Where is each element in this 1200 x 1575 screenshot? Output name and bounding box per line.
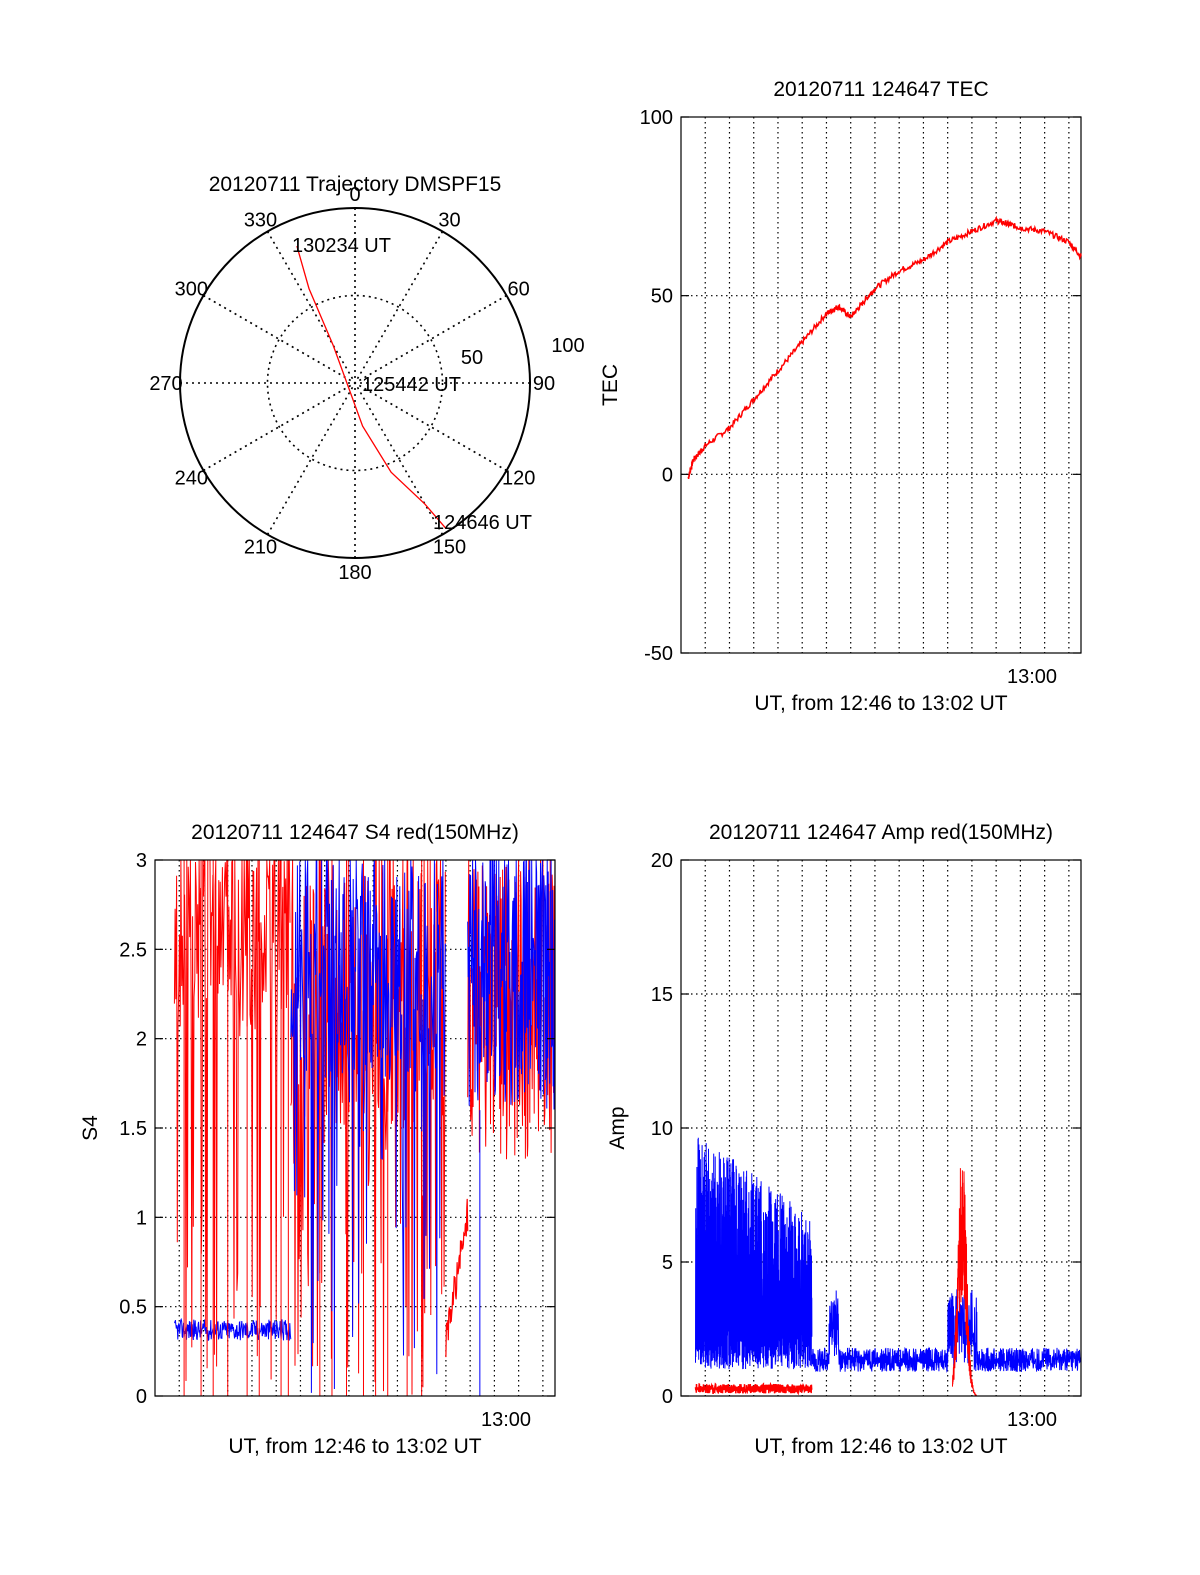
amp-red-low	[694, 1381, 813, 1396]
tec-title: 20120711 124647 TEC	[773, 78, 988, 101]
tec-x-tick-label: 13:00	[1007, 666, 1057, 688]
s4-ytick-label-3: 1.5	[119, 1118, 147, 1140]
amp-red-spike	[952, 1168, 977, 1397]
s4-y-ticks: 3 2.5 2 1.5 1 0.5 0	[119, 850, 555, 1408]
tec-ytick-label-0: 100	[640, 107, 673, 129]
tec-series-line	[687, 215, 1082, 480]
traj-mid-label: 125442 UT	[362, 374, 461, 396]
tec-frame	[680, 116, 1082, 654]
polar-angle-label-300: 300	[175, 279, 208, 301]
tec-y-ticks: 100 50 0 -50	[640, 107, 1081, 665]
amp-title: 20120711 124647 Amp red(150MHz)	[709, 821, 1053, 844]
tec-ytick-label-2: 0	[662, 464, 673, 486]
s4-red-dip	[445, 1198, 469, 1358]
traj-end-label: 130234 UT	[292, 235, 391, 257]
traj-start-label: 124646 UT	[433, 512, 532, 534]
amp-plot: 20120711 124647 Amp red(150MHz) 20 15 10 5 0…	[606, 821, 1082, 1458]
polar-radius-label-50: 50	[461, 347, 483, 369]
tec-grid	[681, 117, 1081, 653]
amp-ytick-label-1: 15	[651, 984, 673, 1006]
polar-title: 20120711 Trajectory DMSPF15	[209, 173, 502, 196]
tec-xlabel: UT, from 12:46 to 13:02 UT	[754, 692, 1007, 715]
amp-ytick-label-4: 0	[662, 1386, 673, 1408]
s4-ytick-label-6: 0	[136, 1386, 147, 1408]
amp-x-tick-label: 13:00	[1007, 1409, 1057, 1431]
amp-ytick-label-0: 20	[651, 850, 673, 872]
polar-angle-label-120: 120	[502, 468, 535, 490]
polar-angle-label-240: 240	[175, 468, 208, 490]
s4-ytick-label-4: 1	[136, 1207, 147, 1229]
polar-angle-label-210: 210	[244, 537, 277, 559]
tec-plot: 20120711 124647 TEC 100 50 0 -50 13:00 UT, …	[599, 78, 1082, 715]
amp-ylabel: Amp	[606, 1106, 629, 1149]
trajectory-polar-plot: 20120711 Trajectory DMSPF15 0 30 60 90 120 15…	[149, 173, 584, 584]
s4-ylabel: S4	[79, 1115, 102, 1141]
polar-radius-label-100: 100	[551, 335, 584, 357]
amp-grid	[681, 860, 1081, 1396]
amp-xlabel: UT, from 12:46 to 13:02 UT	[754, 1435, 1007, 1458]
polar-angle-label-60: 60	[508, 279, 530, 301]
polar-grid-circle-50	[266, 294, 444, 472]
polar-angle-label-150: 150	[433, 537, 466, 559]
polar-outer-circle	[179, 207, 531, 559]
s4-x-tick-label: 13:00	[481, 1409, 531, 1431]
polar-angle-label-270: 270	[149, 373, 182, 395]
s4-ytick-label-2: 2	[136, 1029, 147, 1051]
s4-ytick-label-5: 0.5	[119, 1297, 147, 1319]
s4-plot: 20120711 124647 S4 red(150MHz) 3 2.5 2 1.5 1…	[79, 821, 556, 1458]
s4-blue-late	[467, 859, 556, 1110]
polar-angle-label-180: 180	[338, 562, 371, 584]
amp-y-ticks: 20 15 10 5 0	[651, 850, 1081, 1408]
tec-ytick-label-1: 50	[651, 286, 673, 308]
polar-angle-label-330: 330	[244, 209, 277, 231]
amp-series	[694, 1137, 1082, 1397]
amp-blue-block	[695, 1137, 813, 1370]
s4-ytick-label-0: 3	[136, 850, 147, 872]
s4-ytick-label-1: 2.5	[119, 939, 147, 961]
polar-grid	[180, 208, 530, 558]
tec-ylabel: TEC	[599, 364, 622, 406]
polar-spoke-150	[266, 231, 444, 535]
s4-title: 20120711 124647 S4 red(150MHz)	[191, 821, 519, 844]
polar-angle-label-30: 30	[438, 209, 460, 231]
polar-angle-labels: 0 30 60 90 120 150 180 210 240 270 300 330	[149, 184, 555, 584]
tec-ytick-label-3: -50	[644, 643, 673, 665]
polar-angle-label-90: 90	[533, 373, 555, 395]
s4-series	[173, 859, 556, 1396]
amp-blue-low	[811, 1289, 1082, 1374]
amp-ytick-label-3: 5	[662, 1252, 673, 1274]
s4-xlabel: UT, from 12:46 to 13:02 UT	[228, 1435, 481, 1458]
trajectory-line	[296, 245, 447, 529]
amp-ytick-label-2: 10	[651, 1118, 673, 1140]
s4-red-early	[173, 859, 291, 1382]
polar-angle-label-0: 0	[349, 184, 360, 206]
